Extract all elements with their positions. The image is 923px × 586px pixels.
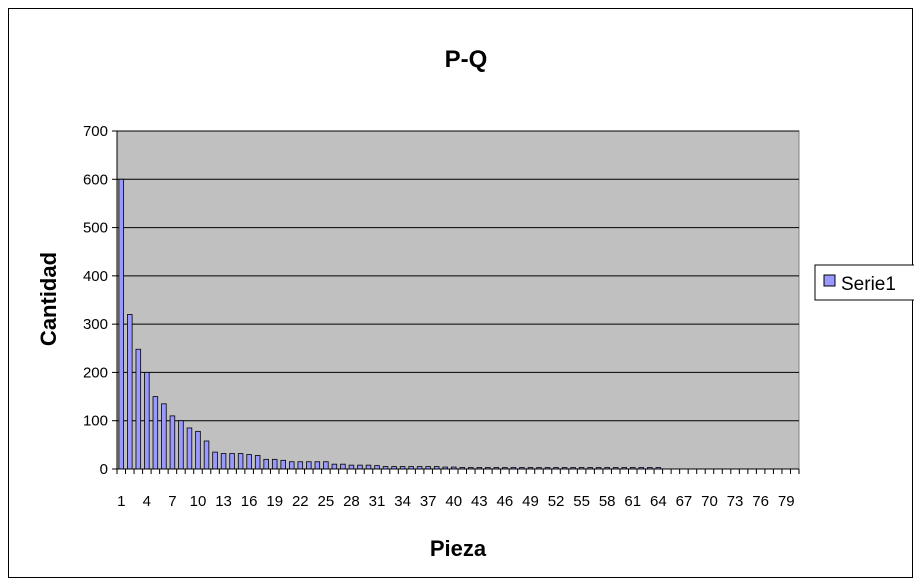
bar: [374, 465, 380, 470]
bars: [118, 178, 662, 470]
x-tick-label: 7: [168, 493, 176, 510]
bar: [357, 464, 363, 470]
chart-title: P-Q: [445, 46, 488, 73]
x-tick-label: 34: [394, 493, 411, 510]
bar: [144, 372, 150, 470]
bar: [289, 461, 295, 470]
y-tick-label: 0: [100, 461, 108, 478]
bar: [127, 314, 133, 470]
x-tick-label: 13: [215, 493, 232, 510]
y-tick-label: 500: [83, 220, 108, 237]
x-tick-label: 40: [445, 493, 462, 510]
gridlines: [117, 130, 799, 422]
bar: [306, 461, 312, 470]
x-tick-label: 79: [778, 493, 795, 510]
bar: [271, 458, 278, 470]
bar: [246, 454, 252, 470]
x-tick-label: 25: [318, 493, 335, 510]
bar: [348, 464, 355, 470]
x-tick-label: 16: [241, 493, 258, 510]
legend-label: Serie1: [841, 274, 896, 295]
y-tick-label: 100: [83, 413, 108, 430]
bar: [118, 178, 125, 470]
chart-frame: P-Q 0 100 200 300 400 500 600 700 1 4 7 10 13 16 19 22…: [8, 8, 914, 578]
y-tick-label: 600: [83, 171, 108, 188]
x-tick-label: 22: [292, 493, 309, 510]
bar: [203, 440, 210, 470]
x-tick-label: 58: [599, 493, 616, 510]
y-tick-label: 200: [83, 364, 108, 381]
x-tick-label: 19: [266, 493, 283, 510]
bar: [220, 453, 227, 470]
x-axis-title: Pieza: [430, 536, 487, 561]
bar: [229, 453, 235, 470]
bar: [331, 463, 338, 470]
x-tick-label: 70: [701, 493, 718, 510]
axes: [112, 130, 800, 474]
y-tick-label: 700: [83, 123, 108, 140]
bar-chart: P-Q 0 100 200 300 400 500 600 700 1 4 7 10 13 16 19 22…: [36, 46, 914, 561]
x-tick-label: 1: [117, 493, 125, 510]
legend: Serie1: [814, 264, 914, 301]
bar: [323, 461, 329, 470]
x-tick-label: 49: [522, 493, 539, 510]
bar: [365, 464, 372, 470]
x-tick-label: 37: [420, 493, 437, 510]
bar: [135, 348, 142, 470]
y-tick-label: 300: [83, 316, 108, 333]
bar: [297, 461, 304, 470]
x-tick-label: 10: [190, 493, 207, 510]
bar: [195, 430, 201, 470]
y-tick-label: 400: [83, 268, 108, 285]
bar: [254, 455, 261, 470]
x-tick-labels: 1 4 7 10 13 16 19 22 25 28 31 34 37 40 43 46 49 52 55 58 61 6…: [117, 493, 794, 510]
x-tick-label: 67: [676, 493, 693, 510]
x-tick-label: 31: [369, 493, 386, 510]
x-tick-label: 64: [650, 493, 667, 510]
x-tick-label: 76: [752, 493, 769, 510]
bar: [186, 427, 193, 470]
bar: [178, 420, 184, 470]
bar: [152, 396, 159, 470]
bar: [212, 451, 218, 470]
x-tick-label: 52: [548, 493, 565, 510]
bar: [237, 453, 244, 470]
x-tick-label: 28: [343, 493, 360, 510]
x-tick-label: 43: [471, 493, 488, 510]
bar: [314, 461, 321, 470]
legend-swatch: [823, 274, 836, 287]
bar: [280, 459, 286, 470]
bar: [340, 463, 346, 470]
plot-area: [116, 130, 800, 470]
y-axis-title: Cantidad: [36, 252, 61, 346]
bar: [169, 415, 176, 470]
bar: [161, 403, 167, 470]
x-tick-label: 73: [727, 493, 744, 510]
x-tick-label: 46: [497, 493, 514, 510]
x-tick-label: 55: [573, 493, 590, 510]
y-tick-labels: 0 100 200 300 400 500 600 700: [83, 123, 108, 478]
x-tick-label: 61: [624, 493, 641, 510]
x-tick-label: 4: [143, 493, 151, 510]
bar: [263, 458, 269, 470]
